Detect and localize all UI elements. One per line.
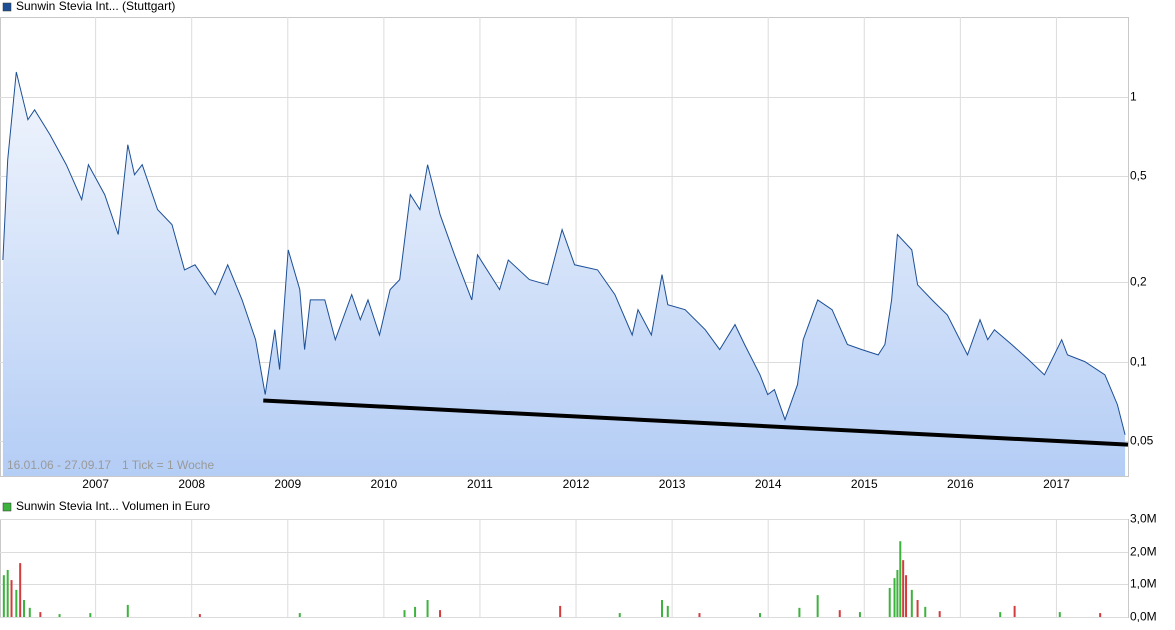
volume-bar <box>10 580 13 617</box>
volume-bar <box>19 563 22 617</box>
volume-bar <box>910 589 913 617</box>
x-tick-label: 2010 <box>371 477 398 491</box>
volume-bar <box>798 607 801 617</box>
volume-bar <box>999 612 1002 617</box>
volume-bar <box>414 606 417 617</box>
y-tick-label: 1,0M <box>1130 577 1157 591</box>
volume-bar <box>298 613 301 617</box>
volume-bar <box>698 613 701 617</box>
volume-bar <box>15 589 18 617</box>
volume-bar <box>888 587 891 617</box>
volume-bar <box>816 595 819 617</box>
volume-bar <box>39 612 42 617</box>
x-tick-label: 2008 <box>178 477 205 491</box>
volume-bar <box>902 560 905 617</box>
volume-bar <box>838 610 841 617</box>
price-area <box>2 72 1126 476</box>
y-tick-label: 1 <box>1130 90 1137 104</box>
y-tick-label: 0,1 <box>1130 355 1147 369</box>
x-tick-label: 2013 <box>659 477 686 491</box>
volume-bar <box>1013 605 1016 617</box>
x-tick-label: 2014 <box>755 477 782 491</box>
volume-bar <box>23 600 26 617</box>
volume-bar <box>559 605 562 617</box>
volume-bar <box>126 604 129 617</box>
plot-area <box>0 519 1129 618</box>
volume-bar <box>938 611 941 617</box>
x-tick-label: 2007 <box>82 477 109 491</box>
volume-bar <box>426 600 429 617</box>
x-tick-label: 2011 <box>467 477 493 491</box>
volume-bar <box>924 606 927 617</box>
volume-bar <box>1099 613 1102 617</box>
legend-swatch <box>2 502 12 512</box>
volume-bar <box>858 612 861 617</box>
y-tick-label: 3,0M <box>1130 512 1157 526</box>
volume-bar <box>893 578 896 617</box>
volume-bar <box>2 575 5 617</box>
volume-bar <box>759 613 762 617</box>
y-tick-label: 2,0M <box>1130 545 1157 559</box>
y-tick-label: 0,5 <box>1130 169 1147 183</box>
volume-bar <box>896 569 899 617</box>
volume-bar <box>198 614 201 617</box>
legend-label: Sunwin Stevia Int... (Stuttgart) <box>16 0 175 13</box>
volume-bar <box>6 569 9 617</box>
x-tick-label: 2017 <box>1043 477 1070 491</box>
y-tick-label: 0,05 <box>1130 434 1154 448</box>
x-tick-label: 2015 <box>851 477 878 491</box>
volume-bar <box>661 600 664 617</box>
volume-bar <box>89 613 92 617</box>
y-tick-label: 0,2 <box>1130 275 1147 289</box>
price-line <box>2 71 1126 435</box>
x-tick-label: 2012 <box>563 477 590 491</box>
volume-bar <box>1058 612 1061 617</box>
y-tick-label: 0,0M <box>1130 610 1157 624</box>
volume-bar <box>905 575 908 617</box>
volume-bar <box>618 613 621 617</box>
volume-bar <box>899 541 902 617</box>
x-tick-label: 2009 <box>274 477 301 491</box>
tick-note: 1 Tick = 1 Woche <box>122 458 214 472</box>
volume-bar <box>58 614 61 617</box>
legend-label: Sunwin Stevia Int... Volumen in Euro <box>16 499 210 513</box>
trend-line <box>263 398 1129 447</box>
volume-bar <box>666 605 669 617</box>
volume-bar <box>403 610 406 617</box>
volume-bar <box>439 610 442 617</box>
volume-bar <box>28 607 31 617</box>
x-tick-label: 2016 <box>947 477 974 491</box>
volume-bar <box>916 600 919 617</box>
legend-swatch <box>2 2 12 12</box>
range-note: 16.01.06 - 27.09.17 <box>7 458 111 472</box>
